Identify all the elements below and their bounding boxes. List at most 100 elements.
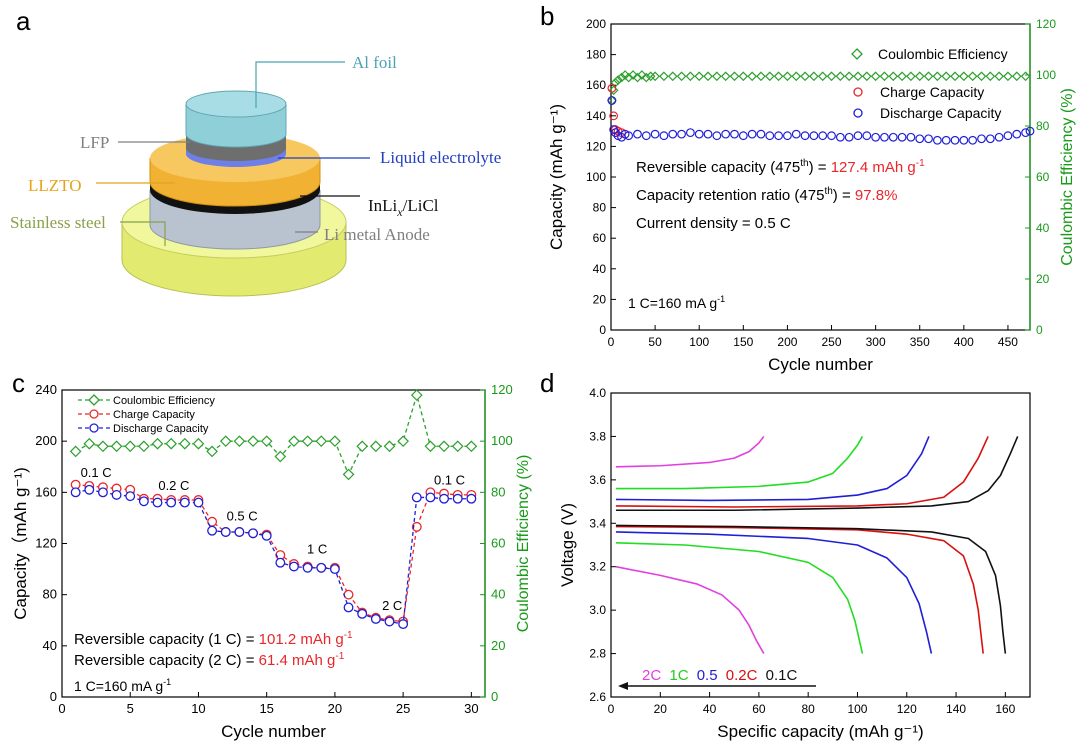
point-b-discharge	[835, 132, 845, 142]
y-axis-label-b: Capacity (mAh g⁻¹)	[547, 104, 566, 250]
x-tick-label-d: 0	[608, 702, 615, 716]
x-tick-label-d: 20	[654, 702, 668, 716]
point-b-discharge	[853, 131, 863, 141]
point-b-discharge	[800, 131, 810, 141]
point-b-ce	[809, 71, 819, 82]
point-b-discharge	[677, 129, 686, 139]
point-c-discharge-capacity	[411, 492, 422, 503]
legend-d-01c: 0.1C	[766, 667, 798, 684]
rate-label-c: 0.2 C	[158, 478, 189, 493]
chart-d-legend: 2C 1C 0.5 0.2C 0.1C	[618, 667, 816, 690]
point-b-discharge	[897, 132, 907, 142]
point-b-ce	[632, 72, 643, 83]
point-b-ce	[976, 71, 987, 82]
series-b-coulombic-efficiency	[607, 70, 1031, 106]
point-b-discharge	[685, 128, 695, 138]
point-c-ce	[69, 445, 82, 458]
chart-c: 0 5 10 15 20 25 30 0 40 80 120 160 200 240 0 20 40 60 80 10…	[11, 382, 532, 741]
point-b-ce	[923, 71, 934, 82]
point-c-discharge-capacity	[166, 497, 177, 508]
point-b-discharge	[783, 131, 792, 141]
legend-c-charge-label: Charge Capacity	[113, 409, 195, 421]
inli-licl-label: InLix/LiCl	[368, 196, 439, 219]
legend-d-1c: 1C	[669, 667, 688, 684]
point-b-ce	[967, 71, 978, 82]
y2-tick-label-b: 120	[1036, 17, 1056, 31]
point-c-ce	[369, 440, 382, 453]
point-b-discharge	[712, 131, 722, 141]
point-c-ce	[397, 435, 409, 448]
point-b-ce	[1011, 71, 1022, 82]
y-tick-label-d: 2.8	[589, 647, 606, 661]
y-tick-label-b: 200	[586, 17, 606, 31]
lfp-label: LFP	[80, 133, 109, 152]
point-b-discharge	[888, 132, 898, 142]
point-b-discharge	[611, 128, 620, 138]
y-tick-label-d: 3.0	[589, 603, 606, 617]
x-tick-label-b: 300	[866, 335, 886, 349]
point-b-discharge	[968, 135, 978, 145]
point-c-discharge-capacity	[439, 493, 450, 504]
point-c-ce	[165, 437, 178, 450]
point-b-discharge	[747, 129, 757, 139]
llzto-label: LLZTO	[28, 176, 82, 195]
legend-b-charge-marker	[853, 87, 863, 97]
point-b-ce	[747, 71, 757, 82]
point-b-ce	[628, 70, 638, 80]
y2-tick-label-b: 80	[1036, 119, 1050, 133]
legend-d-arrowhead	[618, 682, 628, 690]
curve-d-1c-discharge	[615, 542, 864, 654]
x-tick-label-b: 200	[777, 335, 797, 349]
curve-d-1c-charge	[615, 436, 864, 490]
legend-c-discharge-marker	[89, 423, 99, 433]
y2-tick-label-c: 20	[491, 638, 505, 653]
point-b-ce	[694, 71, 705, 82]
point-c-ce	[342, 468, 355, 481]
b-annot-reversible: Reversible capacity (475th) = 127.4 mAh …	[636, 158, 925, 176]
y2-tick-label-c: 40	[491, 587, 505, 602]
point-c-ce	[247, 435, 259, 448]
x-tick-label-b: 400	[954, 335, 974, 349]
y2-axis-label-b: Coulombic Efficiency (%)	[1059, 88, 1076, 266]
point-c-discharge-capacity	[329, 564, 340, 575]
point-b-discharge	[827, 131, 836, 141]
point-b-discharge	[721, 129, 731, 139]
x-tick-label-d: 40	[703, 702, 717, 716]
x-tick-label-c: 15	[259, 701, 273, 716]
point-b-ce	[817, 71, 828, 82]
chart-b-legend: Coulombic Efficiency Charge Capacity Dis…	[851, 46, 1008, 121]
y-tick-label-b: 140	[586, 109, 606, 123]
line-c-discharge-capacity	[75, 489, 472, 625]
x-tick-label-b: 0	[608, 335, 615, 349]
point-b-ce	[650, 71, 660, 82]
point-c-discharge-capacity	[452, 493, 463, 504]
y-tick-label-b: 120	[586, 139, 606, 153]
point-b-ce	[950, 71, 960, 82]
point-b-ce	[861, 71, 872, 82]
point-b-ce	[637, 70, 647, 80]
point-c-discharge-capacity	[370, 614, 381, 624]
point-b-ce	[897, 71, 907, 82]
point-b-ce	[791, 71, 802, 82]
b-annot-current: Current density = 0.5 C	[636, 215, 791, 232]
y-tick-label-b: 0	[599, 323, 606, 337]
point-b-ce	[782, 71, 793, 82]
point-b-discharge	[774, 131, 783, 141]
point-c-ce	[138, 440, 150, 453]
panel-label-b: b	[540, 1, 554, 31]
x-tick-label-d: 140	[946, 702, 966, 716]
point-b-ce	[1003, 71, 1013, 82]
point-b-discharge	[959, 135, 969, 145]
point-c-discharge-capacity	[193, 497, 204, 508]
point-b-ce	[608, 85, 619, 96]
point-b-discharge	[924, 134, 933, 144]
y2-tick-label-c: 60	[491, 536, 505, 551]
point-b-discharge	[809, 131, 819, 141]
y-tick-label-d: 4.0	[589, 386, 606, 400]
point-b-discharge	[703, 129, 713, 139]
point-c-ce	[315, 435, 328, 448]
x-axis-label-d: Specific capacity (mAh g⁻¹)	[717, 722, 923, 741]
curve-d-2c-discharge	[615, 565, 765, 654]
point-b-ce	[1020, 71, 1031, 82]
chart-d: 0 20 40 60 80 100 120 140 160 2.6 2.8 3.0 3.2 3.4 3.6 3…	[558, 386, 1031, 741]
